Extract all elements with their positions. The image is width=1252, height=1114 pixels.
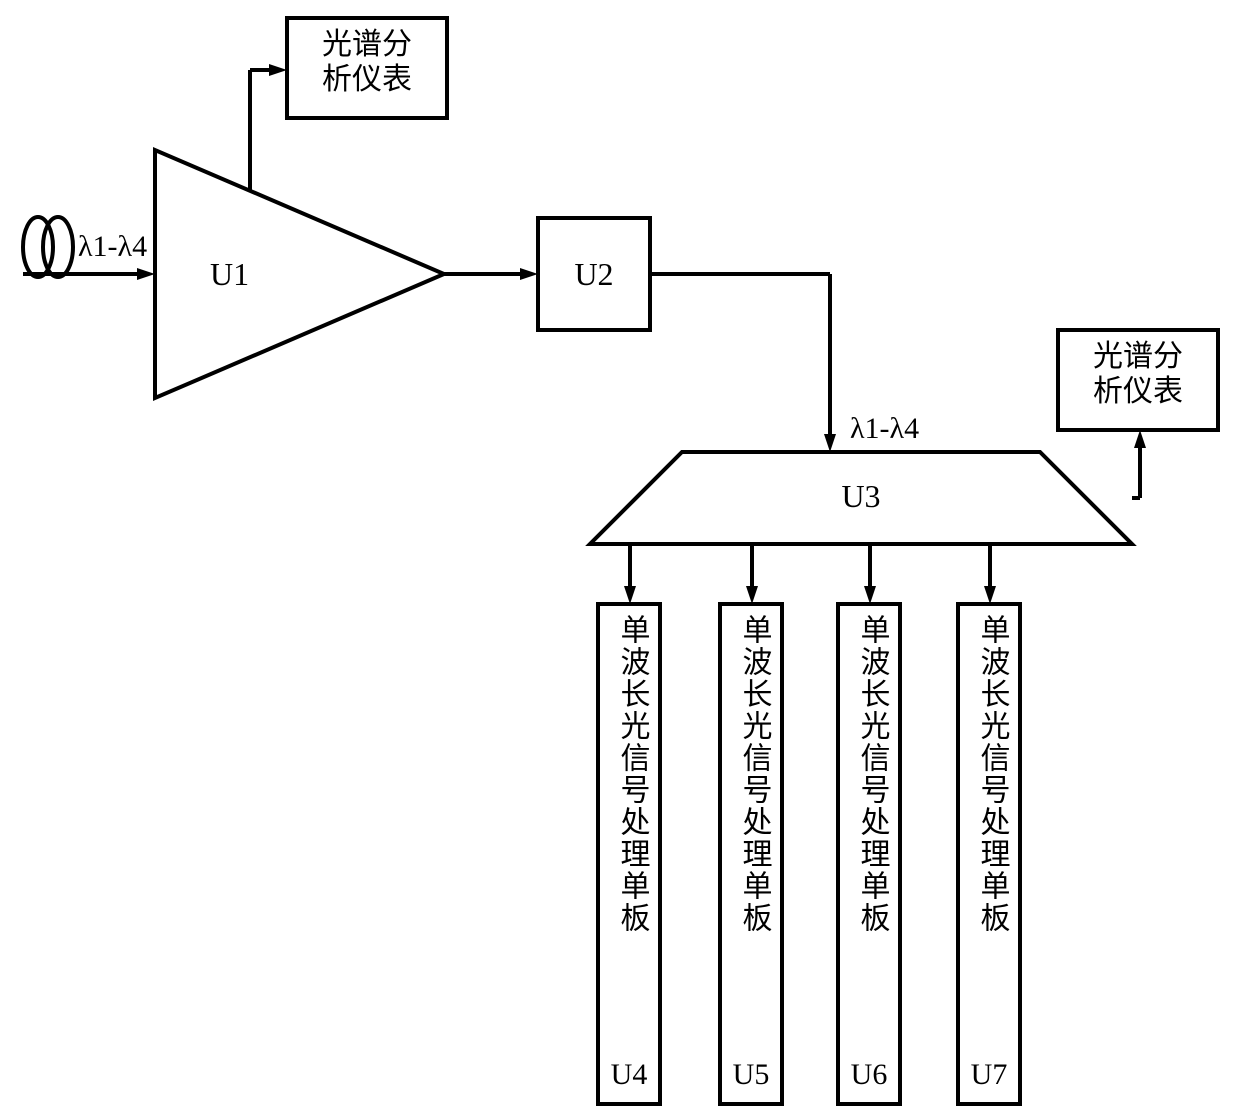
- analyzer-top-label: 光谱分 析仪表: [287, 28, 447, 97]
- u6-label: U6: [838, 1058, 900, 1093]
- u6-prefix: 单波长光信号处理单板: [854, 614, 889, 934]
- u7-label: U7: [958, 1058, 1020, 1093]
- u1-label: U1: [210, 256, 249, 293]
- u5-label: U5: [720, 1058, 782, 1093]
- mid-wave-label: λ1-λ4: [850, 412, 919, 447]
- u4-prefix: 单波长光信号处理单板: [614, 614, 649, 934]
- analyzer-right-label: 光谱分 析仪表: [1058, 340, 1218, 409]
- u4-label: U4: [598, 1058, 660, 1093]
- u3-label: U3: [682, 478, 1040, 515]
- input-wave-label: λ1-λ4: [78, 230, 147, 265]
- u2-label: U2: [538, 256, 650, 293]
- u7-prefix: 单波长光信号处理单板: [974, 614, 1009, 934]
- u5-prefix: 单波长光信号处理单板: [736, 614, 771, 934]
